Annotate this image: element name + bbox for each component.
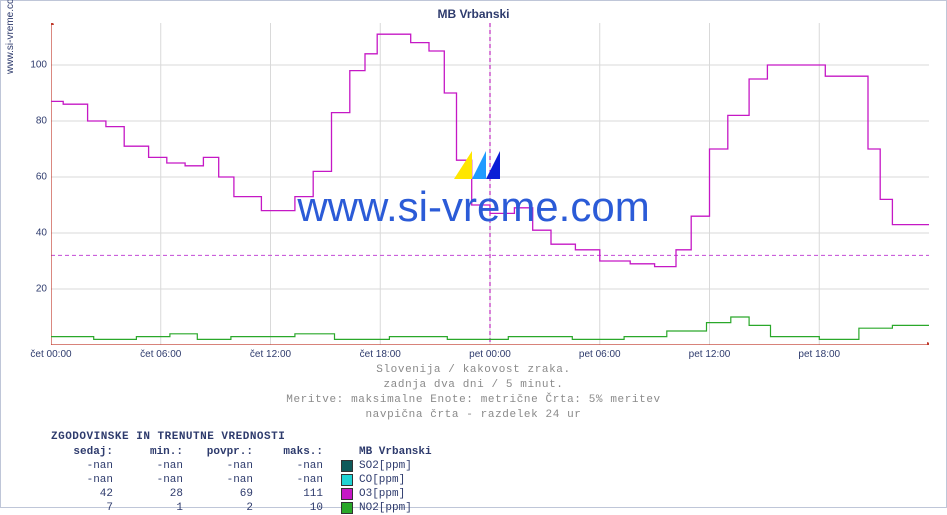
x-tick-label: pet 06:00 — [579, 349, 621, 360]
table-cell: -nan — [121, 460, 191, 472]
table-cell: -nan — [261, 460, 331, 472]
x-tick-label: pet 18:00 — [798, 349, 840, 360]
col-header: min.: — [121, 446, 191, 458]
series-swatch — [341, 488, 353, 500]
subtitle-block: Slovenija / kakovost zraka. zadnja dva d… — [1, 363, 946, 422]
y-tick-label: 100 — [25, 60, 47, 71]
subtitle-line: zadnja dva dni / 5 minut. — [1, 378, 946, 393]
series-label: SO2[ppm] — [359, 460, 412, 472]
table-header-row: sedaj: min.: povpr.: maks.: MB Vrbanski — [51, 445, 432, 459]
table-cell: -nan — [191, 474, 261, 486]
table-cell: -nan — [51, 460, 121, 472]
stats-table: ZGODOVINSKE IN TRENUTNE VREDNOSTI sedaj:… — [51, 431, 432, 515]
y-tick-label: 80 — [25, 116, 47, 127]
plot-svg — [51, 23, 929, 345]
series-label: O3[ppm] — [359, 488, 405, 500]
y-tick-label: 40 — [25, 228, 47, 239]
table-cell: 42 — [51, 488, 121, 500]
table-cell: 7 — [51, 502, 121, 514]
series-label: NO2[ppm] — [359, 502, 412, 514]
table-row: 71210 NO2[ppm] — [51, 501, 432, 515]
series-swatch — [341, 474, 353, 486]
series-swatch — [341, 460, 353, 472]
table-cell: 1 — [121, 502, 191, 514]
table-cell: 2 — [191, 502, 261, 514]
subtitle-line: navpična črta - razdelek 24 ur — [1, 408, 946, 423]
table-cell: 69 — [191, 488, 261, 500]
table-row: -nan-nan-nan-nanSO2[ppm] — [51, 459, 432, 473]
col-header: maks.: — [261, 446, 331, 458]
table-cell: 10 — [261, 502, 331, 514]
series-label: CO[ppm] — [359, 474, 405, 486]
subtitle-line: Meritve: maksimalne Enote: metrične Črta… — [1, 393, 946, 408]
x-tick-label: pet 12:00 — [689, 349, 731, 360]
y-tick-label: 60 — [25, 172, 47, 183]
table-row: -nan-nan-nan-nanCO[ppm] — [51, 473, 432, 487]
table-cell: -nan — [261, 474, 331, 486]
x-tick-label: pet 00:00 — [469, 349, 511, 360]
chart-title: MB Vrbanski — [1, 7, 946, 21]
col-header: povpr.: — [191, 446, 261, 458]
x-tick-label: čet 12:00 — [250, 349, 291, 360]
table-cell: -nan — [191, 460, 261, 472]
y-axis-label: www.si-vreme.com — [5, 0, 16, 74]
table-title: ZGODOVINSKE IN TRENUTNE VREDNOSTI — [51, 431, 432, 443]
station-header: MB Vrbanski — [359, 446, 432, 458]
col-header: sedaj: — [51, 446, 121, 458]
chart-frame: MB Vrbanski www.si-vreme.com www.si-vrem… — [0, 0, 947, 508]
series-swatch — [341, 502, 353, 514]
table-cell: -nan — [121, 474, 191, 486]
x-tick-label: čet 00:00 — [30, 349, 71, 360]
subtitle-line: Slovenija / kakovost zraka. — [1, 363, 946, 378]
x-tick-label: čet 18:00 — [360, 349, 401, 360]
table-row: 422869111 O3[ppm] — [51, 487, 432, 501]
table-cell: 111 — [261, 488, 331, 500]
x-tick-label: čet 06:00 — [140, 349, 181, 360]
table-cell: 28 — [121, 488, 191, 500]
y-tick-label: 20 — [25, 284, 47, 295]
plot-area — [51, 23, 929, 345]
table-cell: -nan — [51, 474, 121, 486]
